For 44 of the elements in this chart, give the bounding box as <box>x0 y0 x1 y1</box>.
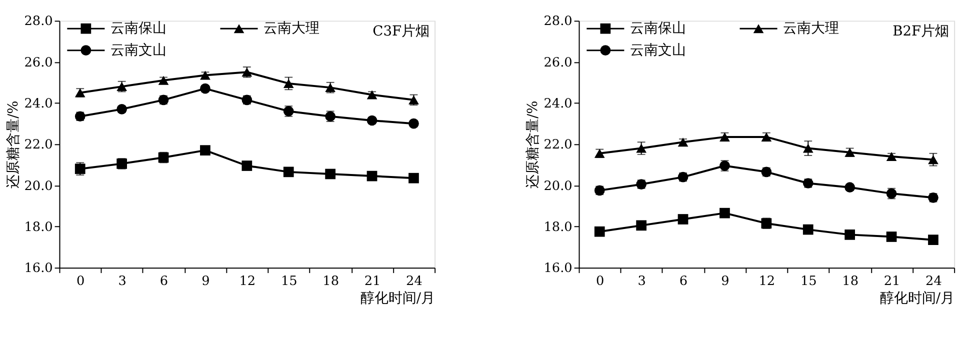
x-tick-label: 21 <box>884 274 900 289</box>
x-tick-label: 3 <box>638 274 646 289</box>
legend-label: 云南大理 <box>264 20 320 37</box>
y-tick-label: 28.0 <box>24 14 53 30</box>
x-tick-label: 21 <box>364 274 381 289</box>
y-tick-label: 26.0 <box>24 55 53 70</box>
x-tick-label: 9 <box>721 274 730 289</box>
x-tick-label: 12 <box>758 274 776 289</box>
y-tick-label: 18.0 <box>24 220 53 235</box>
y-tick-label: 16.0 <box>24 261 53 276</box>
y-axis-title: 还原糖含量/% <box>5 100 22 189</box>
x-axis-title: 醇化时间/月 <box>880 290 955 307</box>
x-axis-title: 醇化时间/月 <box>360 290 436 307</box>
y-tick-label: 16.0 <box>544 261 572 276</box>
legend-label: 云南大理 <box>783 20 840 37</box>
y-tick-label: 20.0 <box>24 178 53 194</box>
y-tick-label: 20.0 <box>544 178 572 194</box>
y-tick-label: 26.0 <box>544 55 572 70</box>
legend-label: 云南保山 <box>630 20 686 37</box>
legend-label: 云南文山 <box>110 42 167 58</box>
x-tick-label: 6 <box>160 274 168 289</box>
x-tick-label: 18 <box>842 274 858 289</box>
x-tick-label: 24 <box>406 274 422 289</box>
x-tick-label: 12 <box>239 274 256 289</box>
annotation: B2F片烟 <box>892 24 950 40</box>
annotation: C3F片烟 <box>372 24 430 40</box>
y-tick-label: 22.0 <box>544 138 572 153</box>
x-tick-label: 0 <box>596 274 604 289</box>
x-tick-label: 18 <box>322 274 339 289</box>
legend-label: 云南保山 <box>110 20 167 37</box>
y-axis-title: 还原糖含量/% <box>524 100 541 189</box>
x-tick-label: 24 <box>926 274 942 289</box>
x-tick-label: 9 <box>202 274 210 289</box>
legend-label: 云南文山 <box>630 42 686 58</box>
x-tick-label: 6 <box>679 274 688 289</box>
y-tick-label: 24.0 <box>544 96 572 112</box>
x-tick-label: 3 <box>118 274 126 289</box>
y-tick-label: 18.0 <box>544 220 572 235</box>
y-tick-label: 24.0 <box>24 96 53 112</box>
x-tick-label: 0 <box>76 274 85 289</box>
x-tick-label: 15 <box>280 274 298 289</box>
y-tick-label: 28.0 <box>544 14 572 30</box>
x-tick-label: 15 <box>800 274 817 289</box>
y-tick-label: 22.0 <box>24 138 53 153</box>
